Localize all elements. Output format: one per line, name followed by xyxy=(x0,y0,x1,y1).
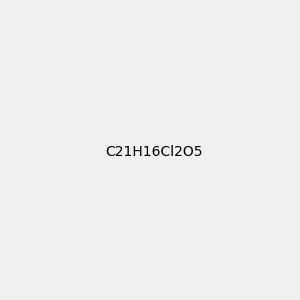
Text: C21H16Cl2O5: C21H16Cl2O5 xyxy=(105,145,202,158)
